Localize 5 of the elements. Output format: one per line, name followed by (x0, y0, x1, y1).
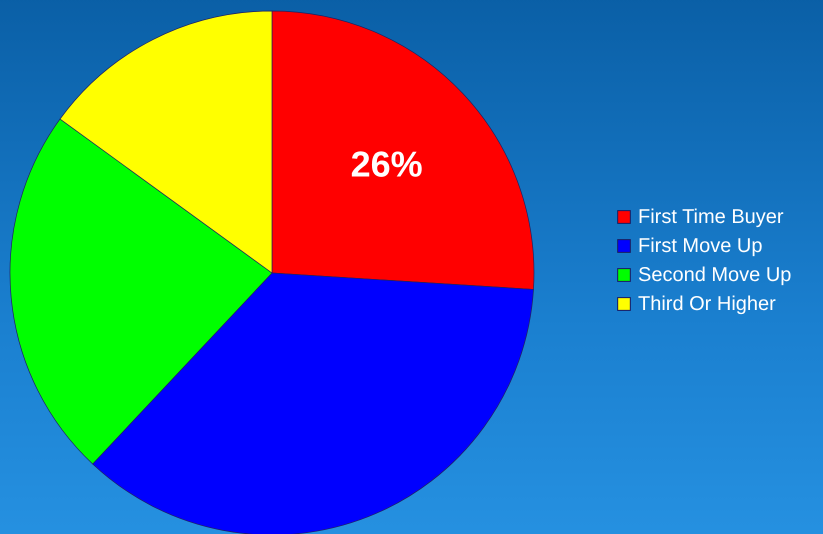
legend-label: First Move Up (638, 235, 762, 257)
legend-label: Second Move Up (638, 264, 792, 286)
data-label: 26% (350, 143, 423, 184)
legend-label: First Time Buyer (638, 206, 784, 228)
legend-label: Third Or Higher (638, 293, 776, 315)
